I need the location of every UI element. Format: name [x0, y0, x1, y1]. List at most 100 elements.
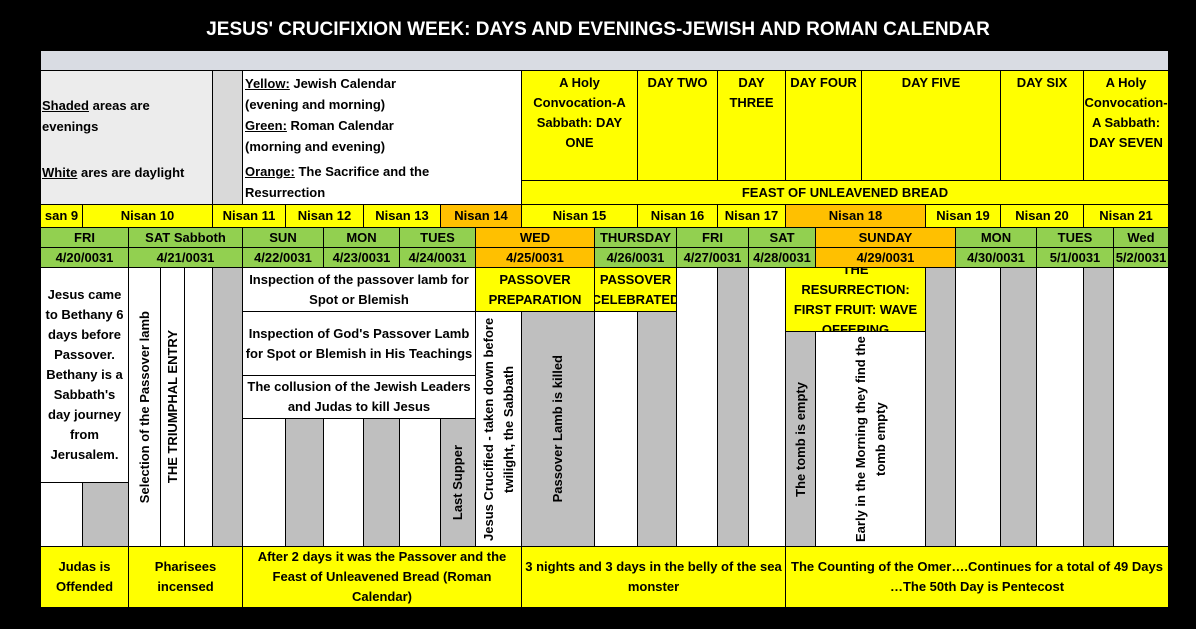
- nisan-day: san 9: [40, 204, 83, 228]
- evening-cell: [1083, 267, 1114, 547]
- nisan-day: Nisan 15: [521, 204, 638, 228]
- event: PASSOVER CELEBRATED: [594, 267, 677, 312]
- date-text: 4/25/0031: [506, 249, 564, 265]
- daylight-cell: [399, 418, 441, 547]
- date: 4/20/0031: [40, 247, 129, 268]
- date: 4/22/0031: [242, 247, 324, 268]
- day-header: DAY TWO: [637, 70, 718, 181]
- weekday: FRI: [40, 227, 129, 248]
- vertical-note: Passover Lamb is killed: [521, 311, 595, 547]
- vertical-note: Jesus Crucified - taken down before twil…: [475, 311, 522, 547]
- evening-cell: [212, 267, 243, 547]
- legend-key: White: [42, 165, 78, 180]
- day-header: A Holy Convocation-A Sabbath: DAY SEVEN: [1083, 70, 1169, 181]
- weekday: MON: [955, 227, 1037, 248]
- evening-cell: [925, 267, 956, 547]
- event-text: Inspection of God's Passover Lamb for Sp…: [245, 325, 473, 361]
- date: 4/30/0031: [955, 247, 1037, 268]
- date: 5/1/0031: [1036, 247, 1114, 268]
- date-text: 4/21/0031: [156, 249, 215, 265]
- nisan-day: Nisan 10: [82, 204, 213, 228]
- legend-text: The Sacrifice and the Resurrection: [245, 164, 430, 200]
- nisan-day: Nisan 11: [212, 204, 286, 228]
- legend-text: Roman Calendar (morning and evening): [245, 118, 394, 154]
- vertical-note: Early in the Morning they find the tomb …: [815, 331, 926, 547]
- event-text: PASSOVER PREPARATION: [488, 271, 582, 307]
- vertical-note-text: Last Supper: [450, 444, 465, 521]
- vertical-note: THE TRIUMPHAL ENTRY: [160, 267, 185, 547]
- date-text: 4/29/0031: [856, 249, 915, 265]
- nisan-day: Nisan 13: [363, 204, 441, 228]
- vertical-note: Selection of the Passover lamb: [128, 267, 161, 547]
- weekday: MON: [323, 227, 400, 248]
- nisan-day-text: Nisan 19: [936, 208, 990, 223]
- legend-text: ares are daylight: [81, 165, 185, 180]
- date: 4/21/0031: [128, 247, 243, 268]
- weekday: THURSDAY: [594, 227, 677, 248]
- weekday: FRI: [676, 227, 749, 248]
- bottom-note-text: 3 nights and 3 days in the belly of the …: [525, 559, 782, 594]
- date-text: 4/28/0031: [753, 249, 811, 265]
- date-text: 4/24/0031: [408, 249, 467, 265]
- weekday-text: SUN: [269, 229, 297, 245]
- vertical-note: The tomb is empty: [785, 331, 816, 547]
- event-text: PASSOVER CELEBRATED: [594, 271, 677, 307]
- nisan-day-text: Nisan 10: [120, 208, 175, 223]
- daylight-cell: [1113, 267, 1169, 547]
- bottom-note: Pharisees incensed: [128, 546, 243, 608]
- feast-banner-text: FEAST OF UNLEAVENED BREAD: [741, 184, 949, 200]
- vertical-note-text: Selection of the Passover lamb: [136, 310, 152, 504]
- weekday: WED: [475, 227, 595, 248]
- day-header-text: DAY THREE: [729, 75, 774, 110]
- event: Inspection of the passover lamb for Spot…: [242, 267, 476, 312]
- weekday: SUN: [242, 227, 324, 248]
- bottom-note-text: Pharisees incensed: [154, 559, 217, 594]
- bottom-note: After 2 days it was the Passover and the…: [242, 546, 522, 608]
- event-text: THE RESURRECTION: FIRST FRUIT: WAVE OFFE…: [793, 267, 918, 332]
- weekday: SUNDAY: [815, 227, 956, 248]
- daylight-cell: [40, 482, 83, 547]
- nisan-day: Nisan 20: [1000, 204, 1084, 228]
- date: 4/23/0031: [323, 247, 400, 268]
- daylight-cell: [594, 311, 638, 547]
- legend-item: Yellow: Jewish Calendar (evening and mor…: [245, 73, 435, 115]
- weekday-text: SAT: [769, 229, 795, 245]
- legend-text: areas are evenings: [42, 98, 150, 134]
- legend-gap: [212, 70, 243, 205]
- legend-left: [40, 70, 213, 205]
- bottom-note-text: After 2 days it was the Passover and the…: [257, 549, 507, 604]
- event: THE RESURRECTION: FIRST FRUIT: WAVE OFFE…: [785, 267, 926, 332]
- date-text: 5/1/0031: [1049, 249, 1101, 265]
- event: PASSOVER PREPARATION: [475, 267, 595, 312]
- legend-item: Shaded areas are evenings: [42, 95, 207, 137]
- nisan-day: Nisan 17: [717, 204, 786, 228]
- day-header: A Holy Convocation-A Sabbath: DAY ONE: [521, 70, 638, 181]
- top-strip: [40, 50, 1169, 71]
- bottom-note: The Counting of the Omer….Continues for …: [785, 546, 1169, 608]
- evening-cell: [82, 482, 129, 547]
- daylight-cell: [184, 267, 213, 547]
- daylight-cell: [1036, 267, 1084, 547]
- day-header: DAY SIX: [1000, 70, 1084, 181]
- nisan-day-text: Nisan 21: [1099, 208, 1153, 223]
- nisan-day: Nisan 12: [285, 204, 364, 228]
- legend-item: White ares are daylight: [42, 162, 207, 183]
- vertical-note-text: Passover Lamb is killed: [550, 355, 565, 503]
- nisan-day: Nisan 18: [785, 204, 926, 228]
- nisan-day-text: Nisan 13: [375, 208, 429, 223]
- nisan-day-text: Nisan 16: [650, 208, 705, 223]
- weekday-text: MON: [346, 229, 377, 245]
- weekday: SAT: [748, 227, 816, 248]
- event-text: Inspection of the passover lamb for Spot…: [249, 271, 469, 307]
- bottom-note-text: The Counting of the Omer….Continues for …: [791, 559, 1163, 594]
- evening-cell: [717, 267, 749, 547]
- weekday: TUES: [399, 227, 476, 248]
- date-text: 4/23/0031: [332, 249, 391, 265]
- date-text: 4/22/0031: [254, 249, 312, 265]
- vertical-note-text: Early in the Morning they find the tomb …: [852, 336, 888, 542]
- date-text: 4/30/0031: [967, 249, 1025, 265]
- nisan-day: Nisan 19: [925, 204, 1001, 228]
- nisan-day-text: Nisan 17: [724, 208, 779, 223]
- weekday-text: Wed: [1127, 229, 1155, 245]
